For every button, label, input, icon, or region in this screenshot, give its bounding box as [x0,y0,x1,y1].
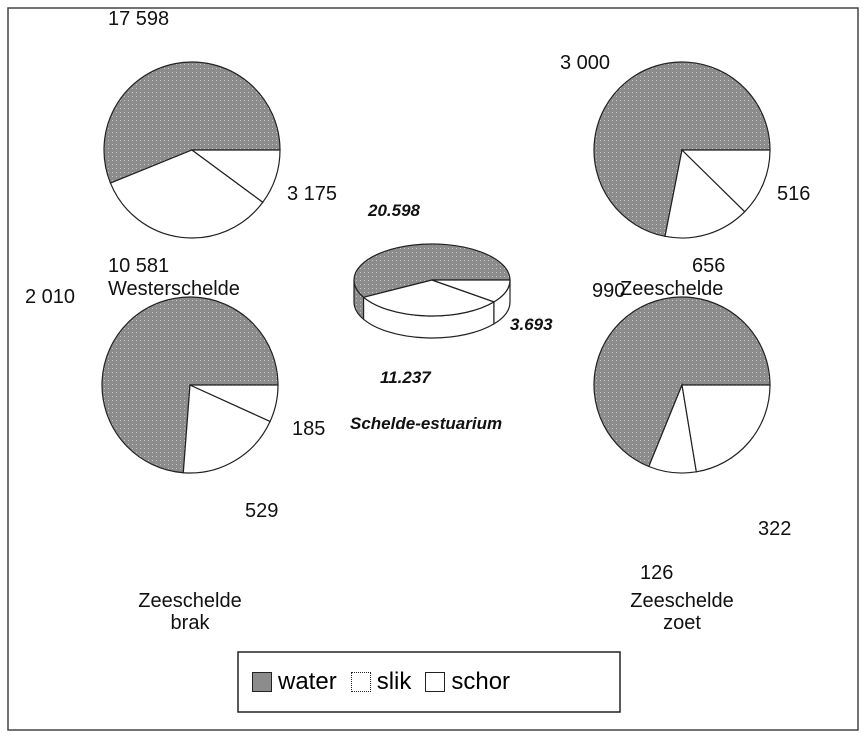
pie-slice [109,149,264,239]
legend-label: schor [451,668,511,695]
legend-label: slik [376,668,412,695]
pie-slice [189,384,279,423]
pie-slice [431,279,511,303]
pie-slice [593,296,771,468]
value-label: 2 010 [25,286,76,308]
legend-swatch [252,672,272,692]
pie-slice [353,243,511,298]
value-label: 185 [292,418,326,440]
pie-slice [182,384,271,474]
value-label: 322 [758,518,792,540]
pie-slice [190,149,281,204]
pie-title: Zeeschelde [620,278,724,300]
pie-slice [362,279,496,317]
pie-slice [103,61,281,184]
value-label: 17 598 [108,8,170,30]
pie-slice [681,384,771,473]
frame [7,7,859,731]
value-label: 20.598 [368,201,420,220]
pie-title: Westerschelde [108,278,240,300]
value-label: 990 [592,280,626,302]
legend-entry: schor [425,668,510,696]
value-label: 11.237 [380,368,431,387]
value-label: 656 [692,255,726,277]
pie-title: Zeeschelde zoet [630,590,734,634]
legend-label: water [278,668,337,695]
value-label: 3 000 [560,52,611,74]
value-label: 516 [777,183,811,205]
pie-title: Schelde-estuarium [350,414,503,433]
legend-entry: water [252,668,337,696]
value-label: 10 581 [108,255,170,277]
legend-swatch [425,672,446,692]
pie-title: Zeeschelde brak [138,590,242,634]
value-label: 3 175 [287,183,338,205]
value-label: 126 [640,562,674,584]
value-label: 3.693 [510,315,553,334]
pie-slice [593,61,771,238]
pie-slice [680,149,771,213]
legend-entry: slik [350,668,412,696]
pie-slice [664,148,746,239]
legend-swatch [350,672,371,692]
legend-box [237,651,621,713]
value-label: 529 [245,500,279,522]
